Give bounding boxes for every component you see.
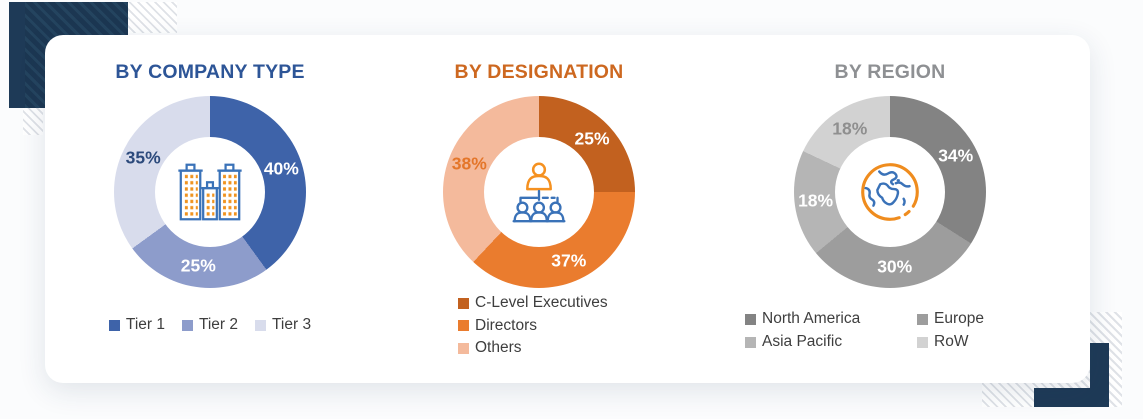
legend-swatch <box>458 342 469 354</box>
legend-swatch <box>255 319 267 331</box>
data-label: 30% <box>877 256 913 277</box>
legend-label: Asia Pacific <box>762 333 843 350</box>
legend-label: Others <box>475 339 522 356</box>
legend-swatch <box>181 319 193 331</box>
donut-chart: 34% 30% 18% 18% <box>794 96 986 288</box>
legend-item: Tier 2 <box>181 316 239 334</box>
chart-title: BY DESIGNATION <box>454 61 624 83</box>
legend-label: Tier 1 <box>125 316 165 333</box>
top-left-navy-bar-decoration <box>9 2 25 108</box>
legend-item: Tier 3 <box>255 316 311 334</box>
org-chart-icon <box>512 162 566 223</box>
legend-item: Europe <box>917 310 984 328</box>
legend-item: Tier 1 <box>108 316 165 334</box>
legend: North America Europe Asia Pacific RoW <box>745 310 984 351</box>
legend-swatch <box>917 336 928 348</box>
legend-label: North America <box>762 310 861 327</box>
legend-label: Tier 3 <box>272 316 312 333</box>
data-label: 37% <box>551 250 587 271</box>
legend-swatch <box>745 336 756 348</box>
data-label: 34% <box>938 145 974 166</box>
donut-chart: 40% 25% 35% <box>114 96 306 288</box>
chart-title: BY COMPANY TYPE <box>115 61 305 83</box>
donut-hole <box>484 137 594 247</box>
legend-swatch <box>745 313 756 325</box>
legend-item: RoW <box>917 333 984 351</box>
chart-region: BY REGION 34% 30% 18% 18% North America Euro… <box>740 50 1040 370</box>
top-left-light-hatch-decoration <box>128 2 177 33</box>
donut-hole <box>155 137 265 247</box>
chart-company-type: BY COMPANY TYPE <box>60 50 360 370</box>
buildings-icon <box>178 163 242 221</box>
chart-designation: BY DESIGNATION <box>389 50 689 370</box>
data-label: 40% <box>263 158 299 179</box>
legend-item: Others <box>458 339 608 357</box>
data-label: 25% <box>574 128 610 149</box>
legend-item: C-Level Executives <box>458 294 608 312</box>
left-light-hatch-decoration <box>23 108 43 135</box>
legend-swatch <box>458 320 469 331</box>
bottom-right-navy-bar-horizontal <box>1034 388 1109 407</box>
legend-swatch <box>108 319 120 331</box>
legend-item: North America <box>745 310 917 328</box>
legend: C-Level Executives Directors Others <box>458 294 608 357</box>
donut-chart: 25% 37% 38% <box>443 96 635 288</box>
legend-item: Asia Pacific <box>745 333 917 351</box>
legend-item: Directors <box>458 317 608 335</box>
legend-label: Europe <box>934 310 984 327</box>
legend-swatch <box>458 297 469 309</box>
chart-title: BY REGION <box>834 61 946 83</box>
globe-icon <box>861 163 919 221</box>
data-label: 25% <box>180 255 216 276</box>
data-label: 38% <box>451 153 487 174</box>
data-label: 18% <box>798 190 834 211</box>
legend: Tier 1 Tier 2 Tier 3 <box>60 316 360 334</box>
legend-label: Tier 2 <box>198 316 239 333</box>
legend-label: RoW <box>934 333 969 350</box>
legend-swatch <box>917 313 928 325</box>
data-label: 35% <box>125 147 161 168</box>
data-label: 18% <box>832 118 868 139</box>
donut-hole <box>835 137 945 247</box>
legend-label: Directors <box>475 316 538 334</box>
legend-label: C-Level Executives <box>475 294 608 311</box>
